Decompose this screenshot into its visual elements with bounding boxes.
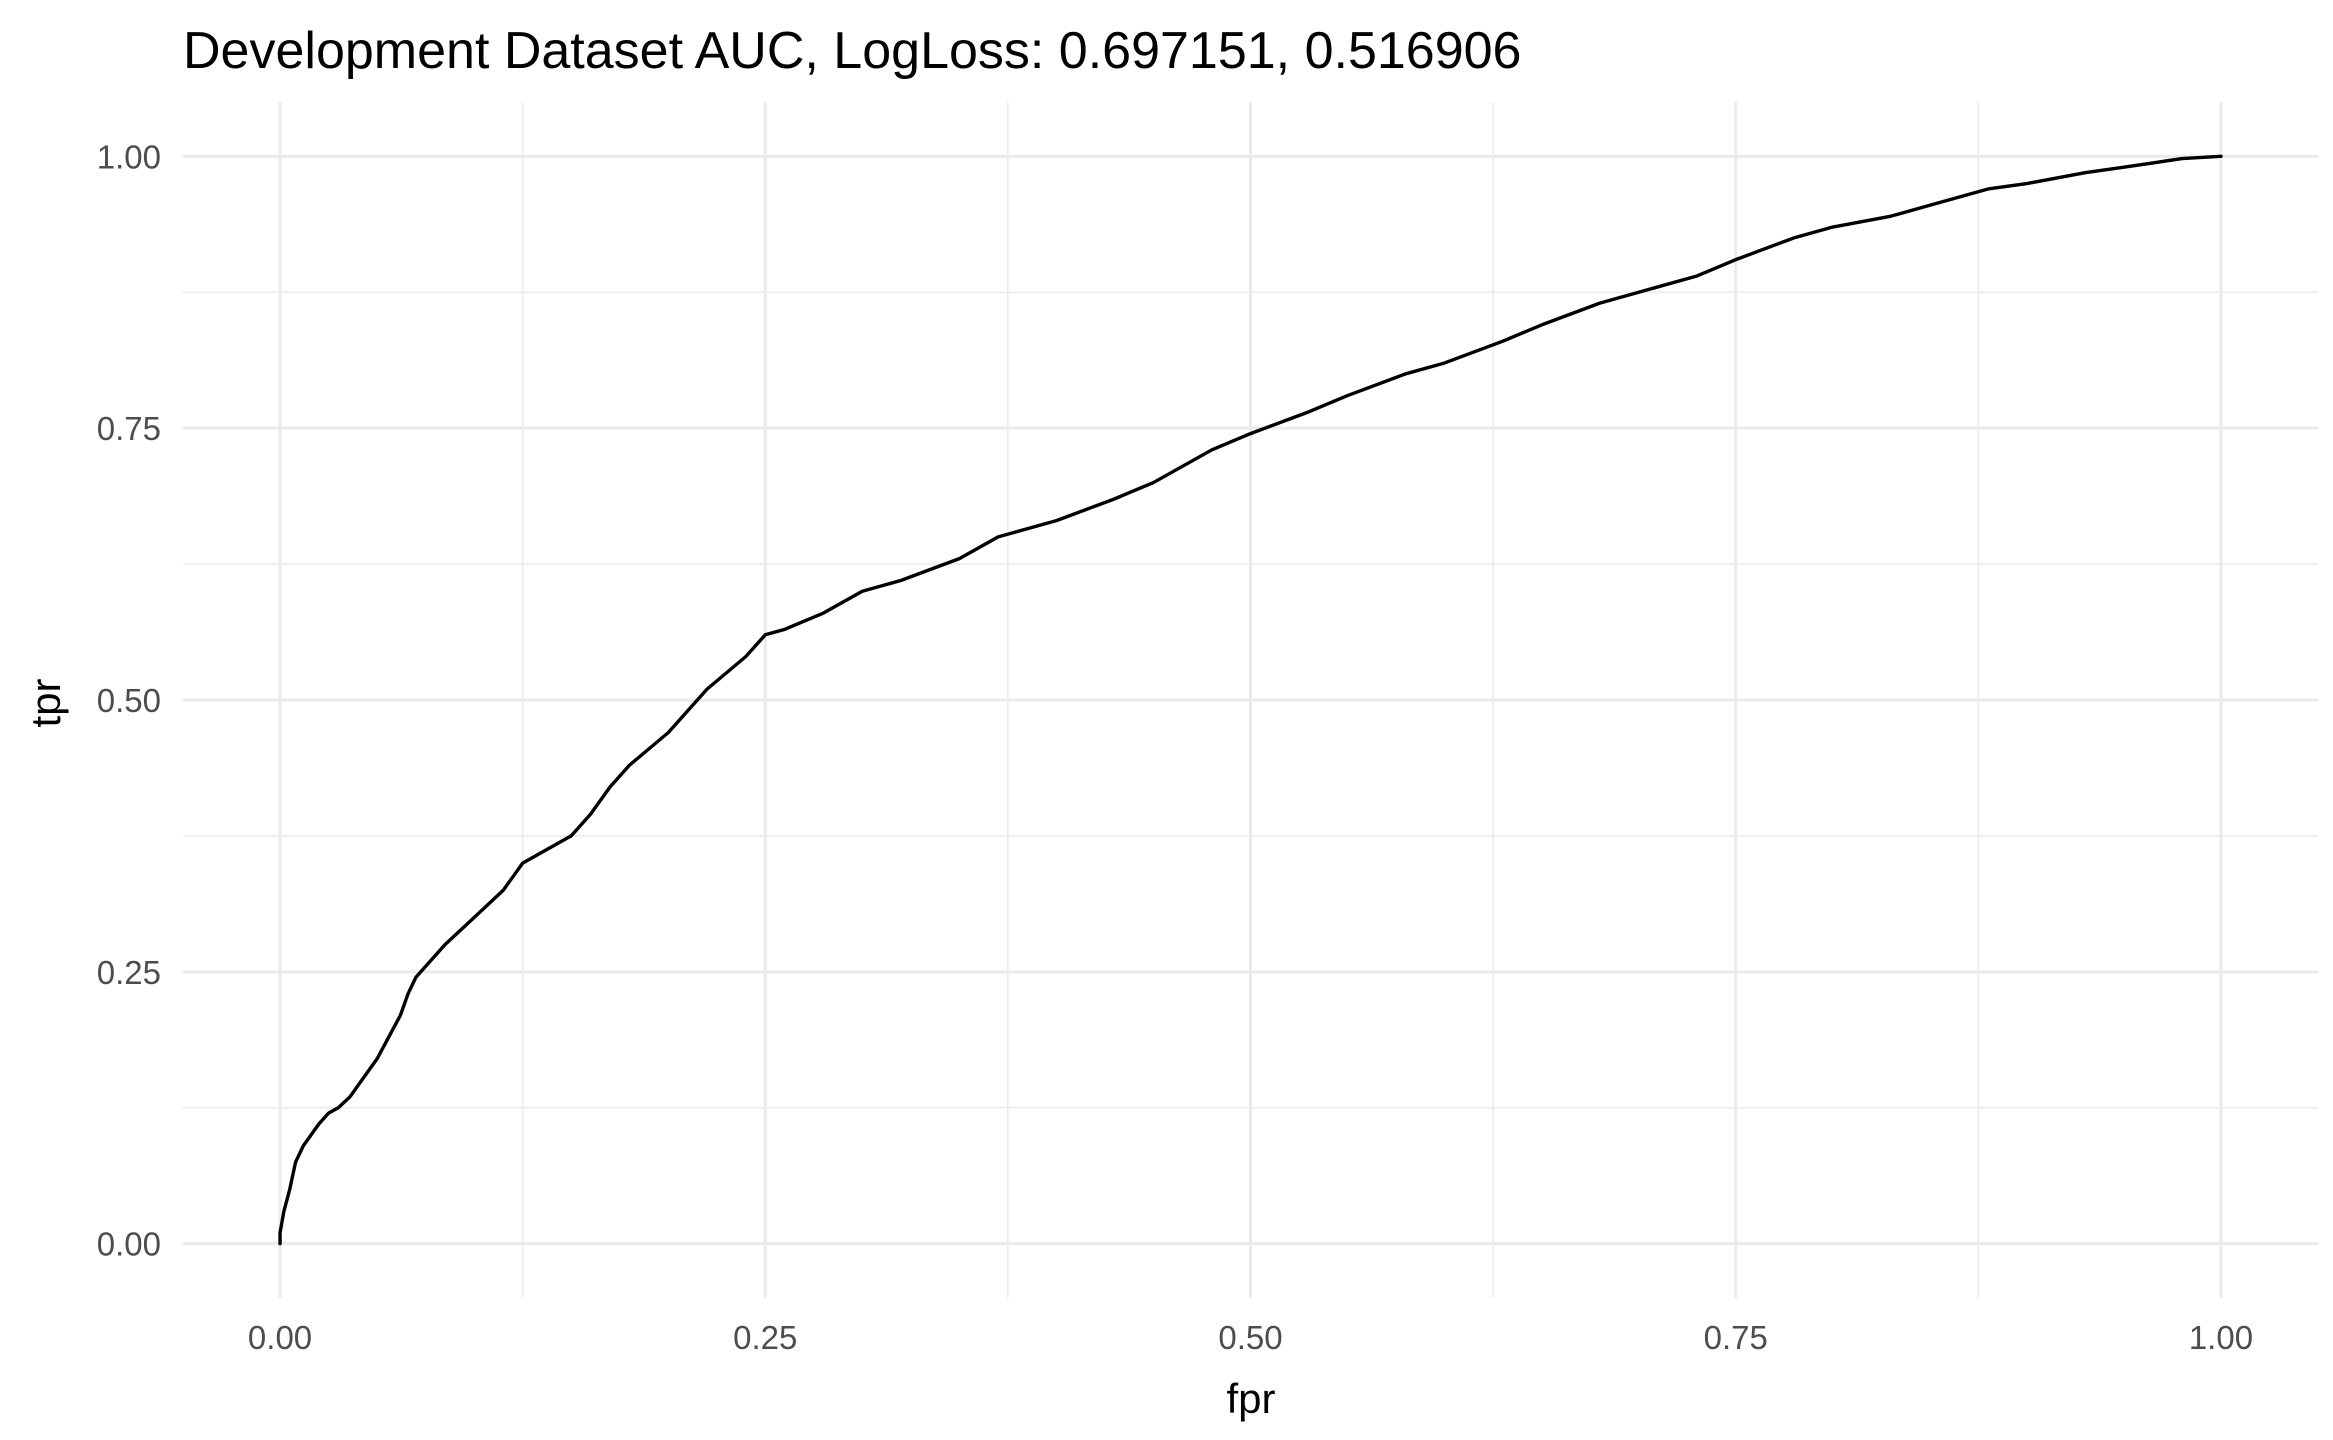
y-tick-label: 1.00 [97, 138, 161, 175]
y-axis-tick-labels: 0.00 0.25 0.50 0.75 1.00 [97, 138, 161, 1262]
x-tick-label: 1.00 [2189, 1319, 2253, 1356]
roc-curve-line [278, 154, 2223, 1246]
y-tick-label: 0.25 [97, 954, 161, 991]
x-axis-tick-labels: 0.00 0.25 0.50 0.75 1.00 [248, 1319, 2253, 1356]
y-tick-label: 0.50 [97, 682, 161, 719]
x-tick-label: 0.50 [1218, 1319, 1282, 1356]
x-tick-label: 0.75 [1704, 1319, 1768, 1356]
x-tick-label: 0.00 [248, 1319, 312, 1356]
x-axis-title: fpr [1226, 1375, 1275, 1422]
x-tick-label: 0.25 [733, 1319, 797, 1356]
y-tick-label: 0.75 [97, 410, 161, 447]
chart-title: Development Dataset AUC, LogLoss: 0.6971… [183, 22, 1521, 80]
y-axis-title: tpr [22, 678, 69, 727]
y-tick-label: 0.00 [97, 1226, 161, 1263]
major-gridlines [183, 102, 2318, 1298]
